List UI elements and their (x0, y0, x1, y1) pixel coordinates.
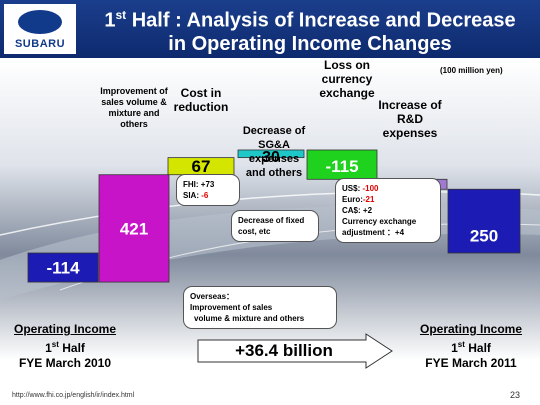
label-currency: Loss on currency exchange (319, 58, 375, 100)
callout-sia-label: SIA: (183, 191, 202, 200)
stars-emblem-icon (18, 10, 62, 34)
end-label: Operating Income 1st Half FYE March 2011 (406, 322, 536, 371)
end-fye: FYE March 2011 (425, 356, 517, 370)
callout-euro-value: -21 (362, 195, 375, 204)
footer-url[interactable]: http://www.fhi.co.jp/english/ir/index.ht… (12, 392, 135, 399)
page-number: 23 (510, 390, 521, 400)
callout-usd-label: US$: (342, 184, 363, 193)
bar-value-label-6: 250 (470, 226, 498, 245)
unit-note: (100 million yen) (440, 66, 503, 75)
bar-value-label-1: 421 (120, 219, 148, 238)
bar-0 (27, 252, 99, 283)
bar-6 (447, 188, 521, 254)
label-rd: Increase of R&D expenses (378, 98, 442, 140)
callout-adj2: adjustment ：+4 (342, 228, 405, 237)
callout-euro-label: Euro: (342, 195, 363, 204)
callout-fhi: FHI: +73 (183, 180, 215, 189)
bar-value-label-4: -115 (325, 157, 358, 176)
bar-1 (98, 174, 170, 283)
callout-overseas: Overseas： Improvement of sales volume & … (183, 286, 337, 329)
callout-usd: US$: -100 (342, 183, 434, 194)
end-title: Operating Income (419, 322, 523, 336)
end-half-num: 1 (451, 341, 458, 355)
callout-overseas2: Improvement of sales (190, 303, 273, 312)
callout-sia-value: -6 (201, 191, 209, 200)
label-improvement: Improvement of sales volume & mixture an… (100, 86, 168, 129)
label-cost: Cost in reduction (173, 86, 229, 114)
bar-value-label-3: 30 (262, 149, 280, 166)
page-title: 1st Half : Analysis of Increase and Decr… (80, 4, 540, 56)
header-bar: SUBARU 1st Half : Analysis of Increase a… (0, 0, 540, 58)
bar-value-label-0: -114 (46, 259, 80, 278)
callout-overseas1: Overseas： (190, 292, 235, 301)
callout-fixed-cost: Decrease of fixed cost, etc (231, 210, 319, 242)
subaru-logo: SUBARU (4, 4, 76, 54)
title-sup: st (115, 8, 127, 22)
total-change-arrow-icon (197, 333, 393, 369)
start-label: Operating Income 1st Half FYE March 2010 (0, 322, 130, 371)
start-half-text: Half (58, 341, 85, 355)
start-half: 1st Half (0, 337, 130, 356)
callout-usd-value: -100 (362, 184, 379, 193)
bar-value-label-2: 67 (192, 157, 211, 176)
label-sga: Decrease of SG&A expenses and others (242, 125, 306, 179)
start-fye: FYE March 2010 (18, 356, 112, 370)
end-half-sup: st (457, 340, 465, 349)
title-prefix: 1 (104, 9, 116, 32)
callout-cost-breakdown: FHI: +73 SIA: -6 (176, 174, 240, 206)
title-line2: in Operating Income Changes (168, 32, 452, 55)
start-half-sup: st (51, 340, 59, 349)
title-line1: Half : Analysis of Increase and Decrease (126, 9, 516, 32)
logo-text: SUBARU (14, 38, 66, 50)
total-change: +36.4 billion (235, 341, 333, 360)
bar-3 (237, 149, 305, 159)
start-half-num: 1 (45, 341, 52, 355)
callout-sia: SIA: -6 (183, 190, 233, 201)
end-half: 1st Half (406, 337, 536, 356)
callout-cad: CA$: +2 (342, 206, 373, 215)
start-title: Operating Income (13, 322, 117, 336)
callout-currency-breakdown: US$: -100 Euro:-21 CA$: +2 Currency exch… (335, 178, 441, 243)
callout-adj1: Currency exchange (342, 217, 417, 226)
end-half-text: Half (464, 341, 491, 355)
callout-overseas3: volume & mixture and others (194, 314, 305, 323)
callout-fixed-cost-text: Decrease of fixed cost, etc (238, 216, 305, 236)
callout-euro: Euro:-21 (342, 194, 434, 205)
